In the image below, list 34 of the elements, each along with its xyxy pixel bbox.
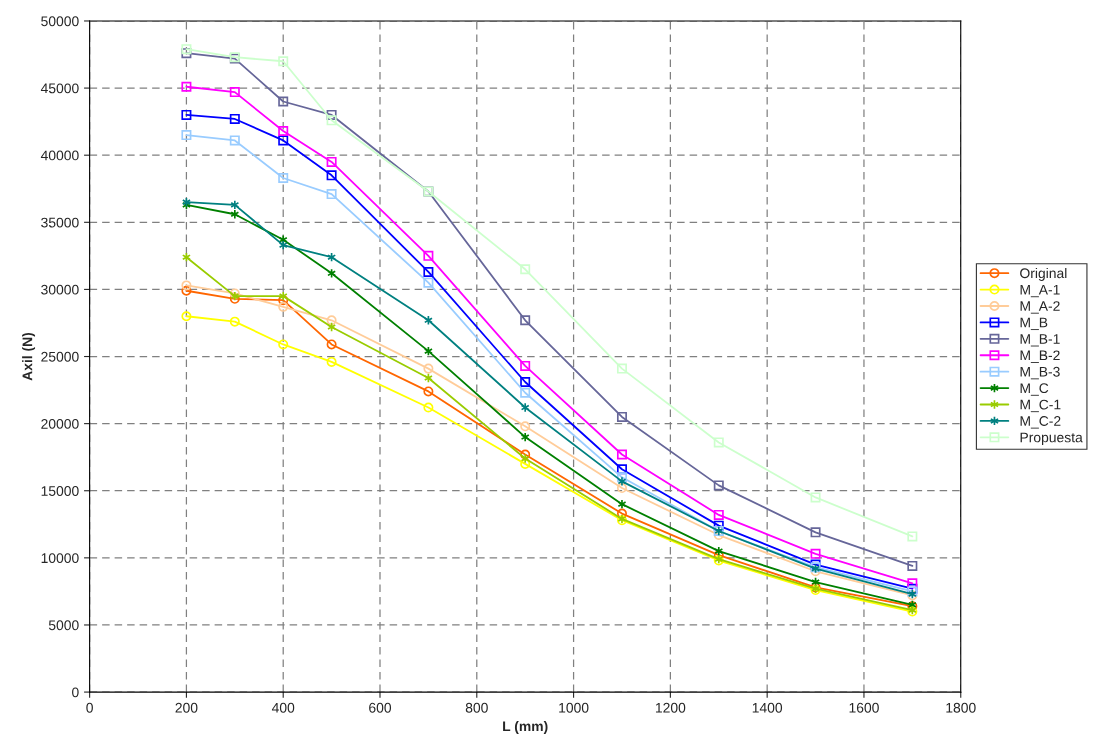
legend-label: M_B-3 (1020, 366, 1060, 380)
y-tick-label: 20000 (41, 418, 79, 429)
x-tick-label: 1800 (946, 702, 976, 713)
x-tick-label: 1000 (559, 702, 589, 713)
y-tick-label: 10000 (41, 553, 79, 564)
legend-label: M_B (1020, 317, 1048, 331)
x-tick-label: 0 (86, 702, 93, 713)
y-tick-label: 40000 (40, 150, 79, 161)
y-tick-label: 0 (72, 687, 79, 698)
y-axis-title: Axil (N) (22, 332, 36, 381)
y-tick-label: 25000 (41, 351, 79, 362)
legend-label: M_B-2 (1020, 350, 1060, 363)
legend-label: Original (1020, 267, 1067, 281)
x-tick-label: 1600 (849, 702, 879, 713)
x-tick-label: 1400 (752, 702, 783, 713)
legend-label: M_A-2 (1020, 301, 1060, 314)
x-tick-label: 200 (175, 702, 198, 713)
legend-label: M_C (1020, 383, 1049, 396)
legend-label: M_C-1 (1020, 399, 1061, 413)
x-axis-title: L (mm) (503, 721, 548, 734)
x-tick-label: 400 (271, 702, 295, 713)
y-tick-label: 50000 (41, 16, 79, 27)
legend-label: M_C-2 (1020, 416, 1061, 429)
legend-label: M_A-1 (1020, 284, 1060, 298)
y-tick-label: 45000 (40, 83, 79, 94)
legend-label: M_B-1 (1020, 334, 1060, 347)
y-tick-label: 35000 (41, 217, 79, 228)
x-tick-label: 800 (465, 702, 488, 713)
y-tick-label: 15000 (41, 486, 79, 496)
x-tick-label: 1200 (655, 702, 686, 713)
x-tick-label: 600 (369, 702, 392, 713)
legend-label: Propuesta (1020, 432, 1083, 446)
y-tick-label: 5000 (48, 620, 79, 631)
y-tick-label: 30000 (41, 284, 79, 295)
